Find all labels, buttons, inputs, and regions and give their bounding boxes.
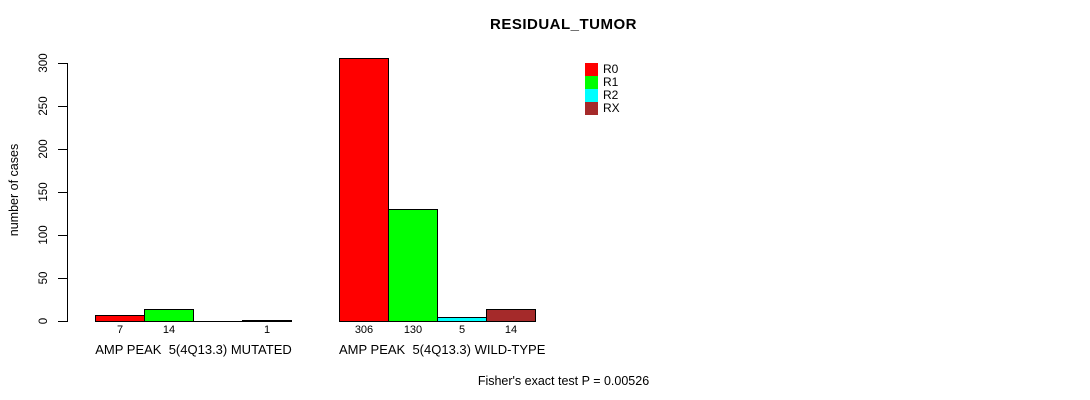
y-tick [58, 63, 67, 64]
bar-rx-group2 [486, 309, 536, 322]
bar-value-label: 306 [354, 324, 374, 336]
y-tick [58, 106, 67, 107]
bar-r1-group1 [144, 309, 194, 322]
y-tick-label: 0 [38, 317, 50, 325]
bar-value-label: 1 [263, 324, 271, 336]
legend-label: RX [603, 101, 620, 115]
x-category-label: AMP PEAK 5(4Q13.3) WILD-TYPE [339, 342, 546, 357]
bar-r2-group2 [437, 317, 487, 322]
legend: R0 R1 R2 RX [585, 63, 620, 115]
bar-rx-group1 [242, 320, 292, 322]
legend-item-r1: R1 [585, 76, 620, 89]
y-axis-title: number of cases [7, 143, 21, 237]
y-tick-label: 150 [38, 182, 50, 202]
bar-value-label [193, 324, 243, 337]
legend-item-r2: R2 [585, 89, 620, 102]
bar-r1-group2 [388, 209, 438, 322]
stat-annotation: Fisher's exact test P = 0.00526 [477, 374, 650, 388]
legend-label: R1 [603, 75, 619, 89]
y-tick-label: 100 [38, 225, 50, 245]
legend-item-rx: RX [585, 102, 620, 115]
y-tick [58, 235, 67, 236]
bar-value-label: 7 [116, 324, 124, 336]
bar-value-label: 14 [162, 324, 176, 336]
bar-r0-group1 [95, 315, 145, 322]
legend-label: R2 [603, 88, 619, 102]
y-tick [58, 149, 67, 150]
bar-r0-group2 [339, 58, 389, 322]
y-tick [58, 321, 67, 322]
y-tick [58, 278, 67, 279]
bar-value-label: 5 [458, 324, 466, 336]
bar-value-label: 130 [403, 324, 423, 336]
y-tick-label: 300 [38, 53, 50, 73]
y-tick-label: 200 [38, 139, 50, 159]
y-tick [58, 192, 67, 193]
x-category-label: AMP PEAK 5(4Q13.3) MUTATED [95, 342, 292, 357]
legend-swatch-icon [585, 76, 598, 89]
y-tick-label: 50 [38, 271, 50, 285]
legend-swatch-icon [585, 63, 598, 76]
chart-title: RESIDUAL_TUMOR [489, 16, 637, 33]
bar-value-label: 14 [504, 324, 518, 336]
legend-label: R0 [603, 62, 619, 76]
legend-swatch-icon [585, 89, 598, 102]
y-tick-label: 250 [38, 96, 50, 116]
legend-item-r0: R0 [585, 63, 620, 76]
legend-swatch-icon [585, 102, 598, 115]
y-axis-line [67, 63, 68, 322]
